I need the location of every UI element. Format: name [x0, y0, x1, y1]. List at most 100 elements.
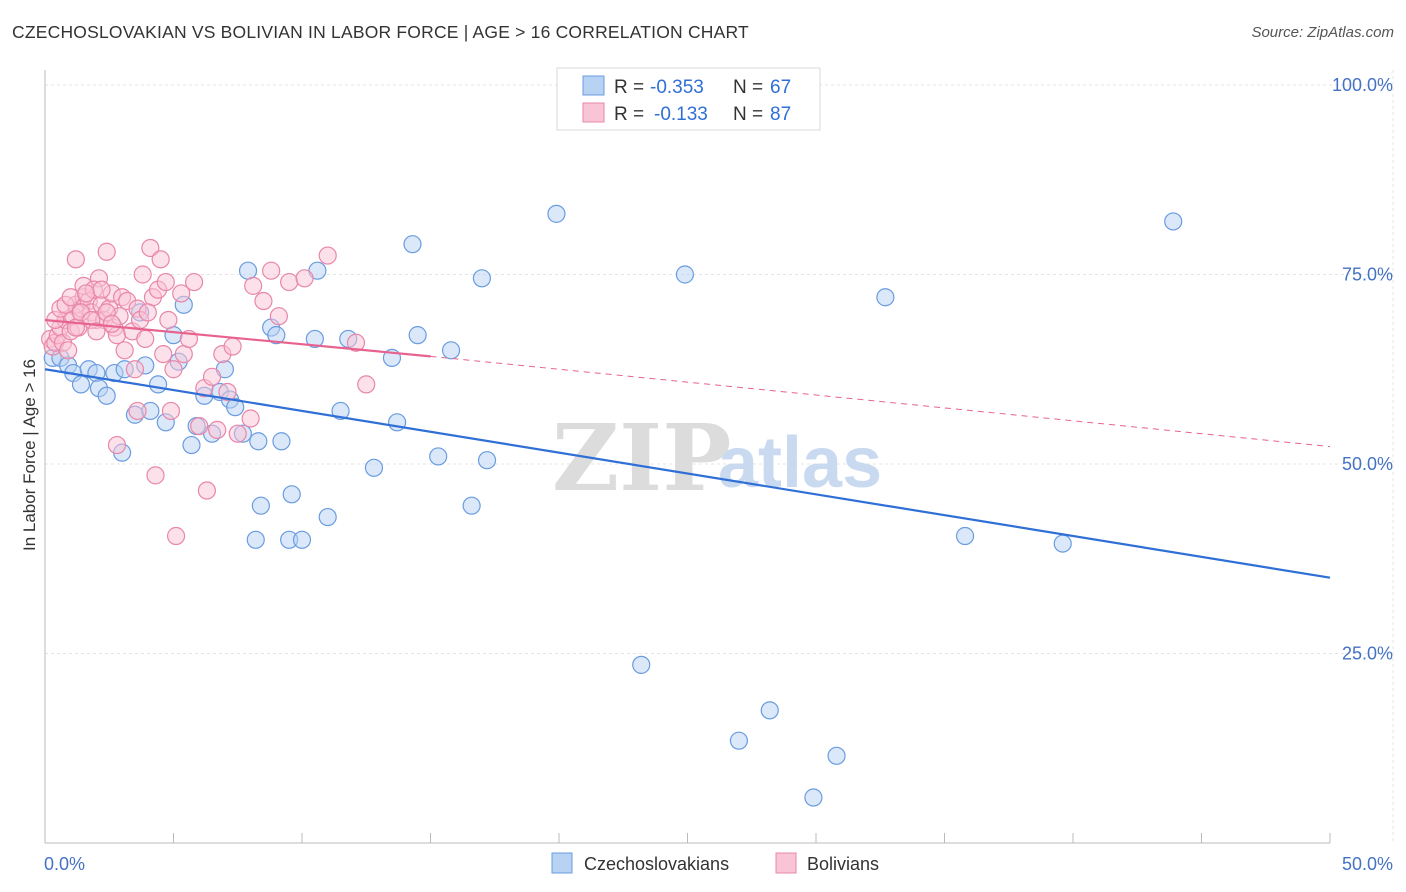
- point-bolivians-86: [138, 303, 157, 322]
- point-bolivians-30: [115, 341, 134, 360]
- y-tick-label-3: 100.0%: [1332, 75, 1393, 95]
- point-bolivians-55: [190, 417, 209, 436]
- point-bolivians-7: [59, 341, 78, 360]
- data-points: [41, 204, 1183, 807]
- point-bolivians-64: [241, 409, 260, 428]
- legend-n-value-0: 67: [770, 77, 791, 98]
- point-czechoslovakians-63: [955, 526, 975, 546]
- point-bolivians-52: [174, 344, 193, 364]
- chart-title: CZECHOSLOVAKIAN VS BOLIVIAN IN LABOR FOR…: [12, 22, 749, 42]
- point-bolivians-44: [151, 250, 170, 269]
- point-bolivians-37: [133, 265, 152, 284]
- point-bolivians-58: [202, 367, 222, 386]
- point-bolivians-48: [161, 401, 181, 421]
- point-bolivians-40: [141, 238, 160, 258]
- trend-line-czechoslovakians: [44, 368, 1331, 579]
- y-tick-label-0: 25.0%: [1342, 644, 1393, 664]
- point-bolivians-63: [228, 424, 247, 443]
- legend-r-label-0: R =: [614, 77, 644, 98]
- point-bolivians-82: [92, 280, 111, 299]
- point-bolivians-49: [164, 360, 183, 379]
- point-czechoslovakians-35: [267, 326, 286, 345]
- watermark-atlas: atlas: [718, 423, 882, 503]
- point-bolivians-84: [102, 314, 121, 333]
- point-czechoslovakians-51: [441, 341, 461, 360]
- point-czechoslovakians-30: [238, 261, 258, 280]
- point-bolivians-47: [159, 310, 178, 330]
- watermark: ZIP atlas: [552, 404, 882, 512]
- point-czechoslovakians-57: [675, 265, 695, 284]
- legend-r-value-0: -0.353: [650, 77, 704, 98]
- point-bolivians-66: [254, 291, 273, 311]
- x-tick-label-1: 50.0%: [1342, 854, 1393, 874]
- point-bolivians-57: [197, 481, 217, 500]
- point-bolivians-67: [262, 261, 281, 280]
- point-czechoslovakians-53: [472, 269, 491, 288]
- point-czechoslovakians-4: [71, 375, 91, 394]
- x-tick-label-0: 0.0%: [44, 854, 85, 874]
- point-czechoslovakians-62: [876, 288, 895, 307]
- point-bolivians-70: [295, 269, 314, 288]
- series-legend: Czechoslovakians Bolivians: [551, 852, 879, 874]
- trend-lines: [44, 318, 1331, 579]
- point-czechoslovakians-8: [97, 386, 116, 405]
- point-czechoslovakians-16: [148, 375, 168, 394]
- point-czechoslovakians-28: [226, 398, 245, 417]
- legend-n-label-0: N =: [733, 77, 763, 98]
- point-bolivians-72: [357, 375, 376, 394]
- series-legend-label-czechoslovakians: Czechoslovakians: [584, 854, 729, 874]
- point-bolivians-61: [218, 382, 237, 402]
- point-czechoslovakians-36: [272, 432, 291, 451]
- point-bolivians-14: [66, 250, 85, 269]
- series-legend-swatch-bolivians: [775, 852, 797, 874]
- point-bolivians-42: [146, 466, 165, 485]
- point-bolivians-85: [346, 333, 366, 352]
- point-bolivians-65: [244, 276, 263, 295]
- point-bolivians-45: [154, 344, 173, 364]
- series-legend-swatch-czechoslovakians: [551, 852, 573, 874]
- trend-line-bolivians: [44, 318, 431, 358]
- point-czechoslovakians-60: [804, 788, 823, 807]
- point-bolivians-46: [156, 272, 175, 292]
- point-bolivians-50: [166, 526, 186, 546]
- y-axis-title: In Labor Force | Age > 16: [20, 359, 39, 551]
- point-bolivians-23: [97, 242, 116, 261]
- correlation-legend: R = -0.353 N = 67 R = -0.133 N = 87: [556, 67, 821, 131]
- point-bolivians-69: [280, 272, 299, 292]
- point-bolivians-39: [128, 401, 147, 421]
- point-czechoslovakians-52: [462, 496, 481, 515]
- legend-n-label-1: N =: [733, 104, 763, 125]
- point-czechoslovakians-33: [246, 530, 265, 549]
- point-czechoslovakians-45: [364, 458, 384, 477]
- point-czechoslovakians-64: [1053, 534, 1072, 553]
- point-czechoslovakians-42: [318, 507, 337, 527]
- point-czechoslovakians-32: [251, 496, 270, 515]
- point-czechoslovakians-37: [282, 485, 301, 504]
- point-czechoslovakians-59: [760, 701, 779, 720]
- legend-swatch-bolivians: [582, 102, 605, 123]
- point-czechoslovakians-39: [292, 530, 312, 549]
- point-bolivians-71: [318, 246, 337, 265]
- point-czechoslovakians-55: [547, 204, 566, 223]
- point-bolivians-79: [77, 284, 96, 303]
- point-czechoslovakians-48: [403, 235, 422, 254]
- point-bolivians-38: [136, 329, 155, 349]
- chart-source: Source: ZipAtlas.com: [1251, 24, 1394, 41]
- point-bolivians-68: [269, 307, 288, 326]
- point-czechoslovakians-40: [305, 329, 324, 349]
- point-czechoslovakians-58: [729, 731, 749, 750]
- x-tick-labels: 0.0% 50.0%: [44, 854, 1393, 874]
- series-legend-label-bolivians: Bolivians: [807, 854, 879, 874]
- point-czechoslovakians-31: [249, 432, 268, 451]
- point-czechoslovakians-43: [331, 401, 350, 421]
- point-bolivians-51: [172, 284, 191, 303]
- legend-r-value-1: -0.133: [654, 104, 708, 125]
- y-tick-label-1: 50.0%: [1342, 454, 1393, 474]
- point-bolivians-32: [107, 435, 127, 455]
- point-czechoslovakians-54: [477, 451, 497, 470]
- point-bolivians-62: [223, 337, 242, 356]
- point-bolivians-81: [87, 322, 106, 341]
- point-czechoslovakians-49: [408, 326, 427, 345]
- point-czechoslovakians-50: [429, 447, 448, 466]
